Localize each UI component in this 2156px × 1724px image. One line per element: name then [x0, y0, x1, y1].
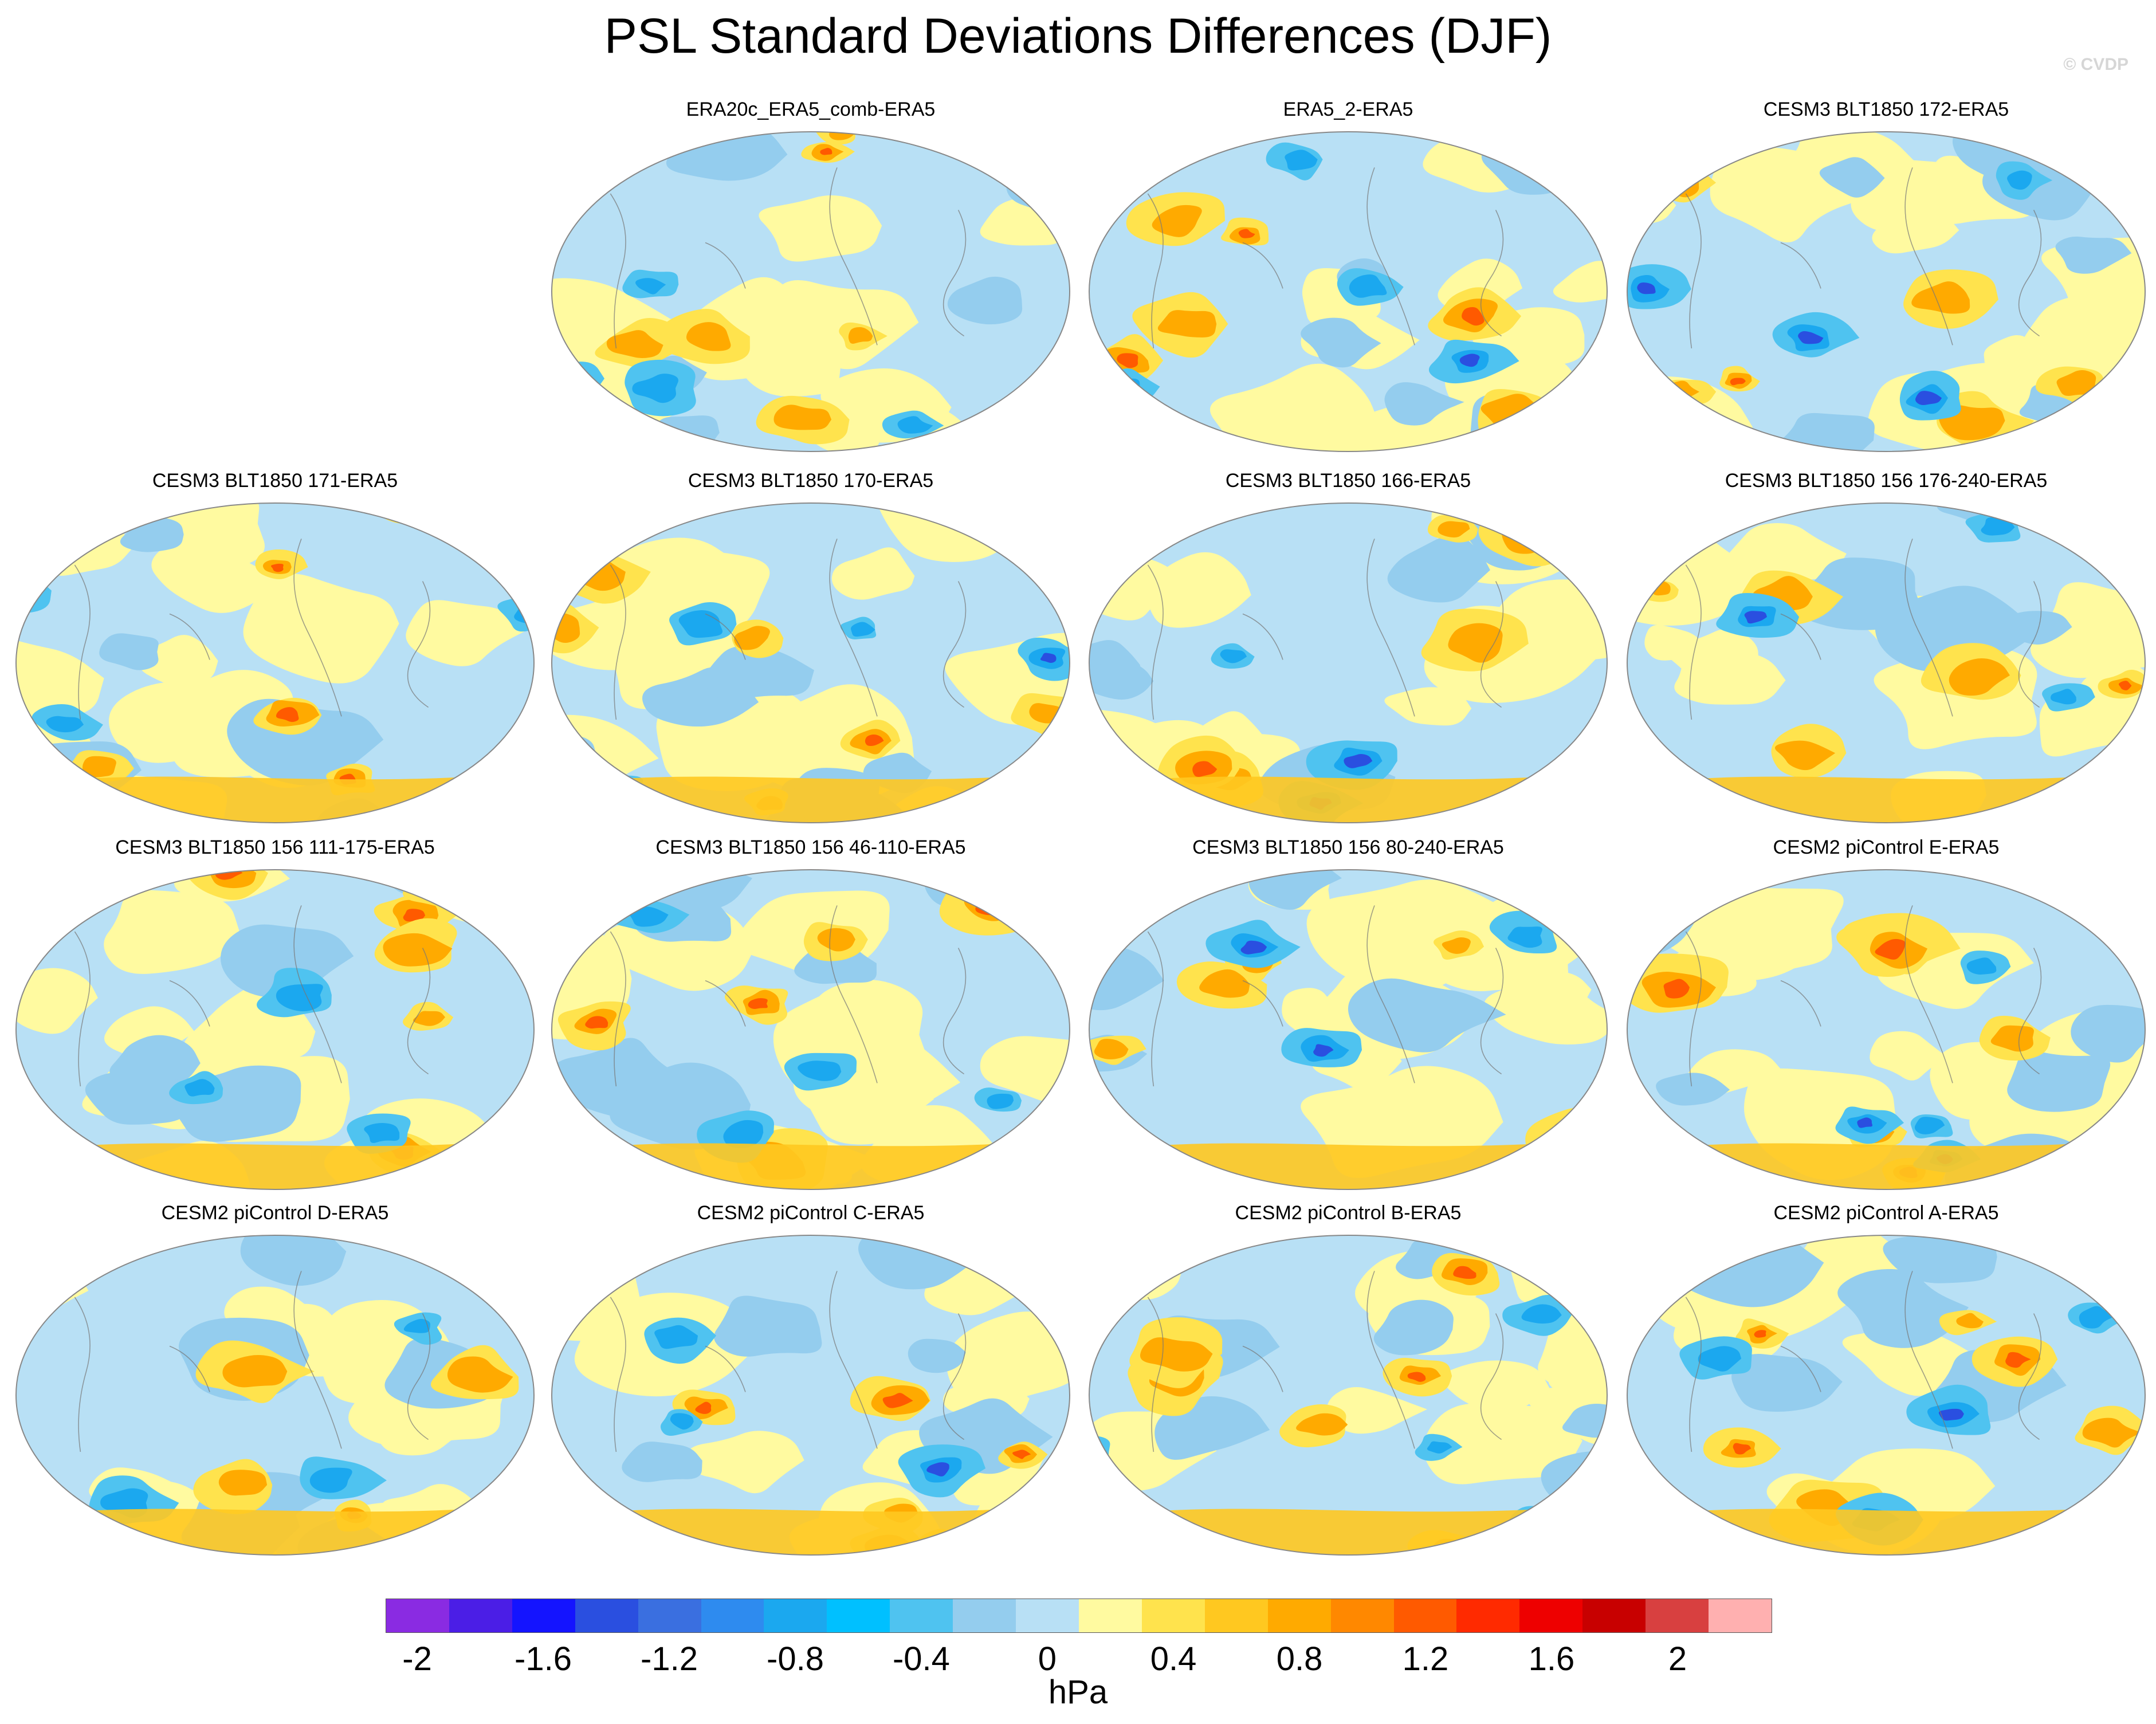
panel-title: CESM2 piControl C-ERA5 [697, 1202, 925, 1224]
panel-title: CESM3 BLT1850 156 176-240-ERA5 [1725, 470, 2048, 492]
map-globe [1089, 869, 1608, 1190]
colorbar-tick-label: 2 [1668, 1640, 1687, 1678]
colorbar-swatch [1456, 1599, 1520, 1632]
map-panel: ERA20c_ERA5_comb-ERA5 [547, 99, 1074, 465]
figure-title: PSL Standard Deviations Differences (DJF… [604, 9, 1552, 64]
map-globe [1089, 1235, 1608, 1556]
colorbar-swatch [1141, 1599, 1205, 1632]
colorbar-tick-label: -1.2 [641, 1640, 698, 1678]
map-globe [551, 1235, 1070, 1556]
colorbar-labels: -2 -1.6 -1.2 -0.8 -0.4 0 0.4 0.8 1.2 1.6 2 [0, 1640, 2156, 1680]
colorbar-swatch [764, 1599, 827, 1632]
colorbar-swatch [827, 1599, 890, 1632]
colorbar-swatch [1016, 1599, 1079, 1632]
map-panel: CESM3 BLT1850 166-ERA5 [1085, 470, 1612, 837]
colorbar-tick-label: -0.8 [767, 1640, 824, 1678]
map-panel: CESM3 BLT1850 156 176-240-ERA5 [1623, 470, 2150, 837]
map-panel: CESM3 BLT1850 156 46-110-ERA5 [547, 837, 1074, 1203]
map-globe [551, 869, 1070, 1190]
map-globe [1627, 502, 2146, 823]
panel-title: CESM3 BLT1850 172-ERA5 [1763, 99, 2009, 120]
map-globe [15, 869, 535, 1190]
map-panel: CESM3 BLT1850 172-ERA5 [1623, 99, 2150, 465]
panel-title: CESM2 piControl D-ERA5 [161, 1202, 389, 1224]
panel-title: ERA5_2-ERA5 [1283, 99, 1413, 120]
watermark: © CVDP [2063, 55, 2128, 74]
colorbar-tick-label: 1.6 [1528, 1640, 1575, 1678]
colorbar-tick-label: 0.8 [1276, 1640, 1323, 1678]
colorbar-swatch [1330, 1599, 1394, 1632]
colorbar-swatch [1078, 1599, 1142, 1632]
colorbar-swatch [1204, 1599, 1268, 1632]
map-globe [1627, 1235, 2146, 1556]
map-panel: CESM2 piControl E-ERA5 [1623, 837, 2150, 1203]
map-panel: CESM2 piControl A-ERA5 [1623, 1202, 2150, 1569]
colorbar-swatch [890, 1599, 953, 1632]
colorbar-tick-label: -2 [402, 1640, 432, 1678]
colorbar-swatch [638, 1599, 701, 1632]
panel-title: CESM3 BLT1850 170-ERA5 [688, 470, 934, 492]
colorbar-swatch [449, 1599, 512, 1632]
panel-title: ERA20c_ERA5_comb-ERA5 [686, 99, 936, 120]
map-panel: CESM2 piControl D-ERA5 [11, 1202, 539, 1569]
colorbar-swatch [512, 1599, 575, 1632]
colorbar-swatch [701, 1599, 764, 1632]
colorbar-swatch [575, 1599, 638, 1632]
colorbar-tick-label: 0 [1038, 1640, 1057, 1678]
colorbar-tick-label: 1.2 [1402, 1640, 1449, 1678]
panel-title: CESM3 BLT1850 156 80-240-ERA5 [1192, 837, 1504, 858]
colorbar-swatch [1709, 1599, 1772, 1632]
map-globe [15, 502, 535, 823]
colorbar-swatch [1393, 1599, 1457, 1632]
map-globe [1089, 502, 1608, 823]
panel-title: CESM3 BLT1850 166-ERA5 [1225, 470, 1471, 492]
colorbar-tick-label: -1.6 [515, 1640, 572, 1678]
colorbar-swatch [1582, 1599, 1646, 1632]
map-panel: CESM3 BLT1850 156 111-175-ERA5 [11, 837, 539, 1203]
map-panel: CESM3 BLT1850 171-ERA5 [11, 470, 539, 837]
map-globe [1627, 869, 2146, 1190]
colorbar-tick-label: -0.4 [892, 1640, 950, 1678]
panel-title: CESM2 piControl E-ERA5 [1773, 837, 2000, 858]
panel-title: CESM2 piControl B-ERA5 [1235, 1202, 1462, 1224]
map-panel: CESM2 piControl B-ERA5 [1085, 1202, 1612, 1569]
map-panel: CESM3 BLT1850 170-ERA5 [547, 470, 1074, 837]
map-panel: CESM3 BLT1850 156 80-240-ERA5 [1085, 837, 1612, 1203]
colorbar-swatch [386, 1599, 449, 1632]
panel-title: CESM3 BLT1850 156 111-175-ERA5 [115, 837, 435, 858]
colorbar-swatch [1519, 1599, 1583, 1632]
map-panel: ERA5_2-ERA5 [1085, 99, 1612, 465]
panel-title: CESM2 piControl A-ERA5 [1773, 1202, 1999, 1224]
map-globe [551, 131, 1070, 452]
colorbar [386, 1599, 1772, 1633]
panel-title: CESM3 BLT1850 156 46-110-ERA5 [655, 837, 966, 858]
map-globe [551, 502, 1070, 823]
map-globe [15, 1235, 535, 1556]
colorbar-swatch [1646, 1599, 1709, 1632]
map-panel: CESM2 piControl C-ERA5 [547, 1202, 1074, 1569]
colorbar-swatch [1267, 1599, 1331, 1632]
colorbar-tick-label: 0.4 [1150, 1640, 1197, 1678]
colorbar-swatch [953, 1599, 1016, 1632]
map-globe [1627, 131, 2146, 452]
colorbar-units: hPa [1048, 1674, 1108, 1711]
panel-title: CESM3 BLT1850 171-ERA5 [152, 470, 398, 492]
map-globe [1089, 131, 1608, 452]
